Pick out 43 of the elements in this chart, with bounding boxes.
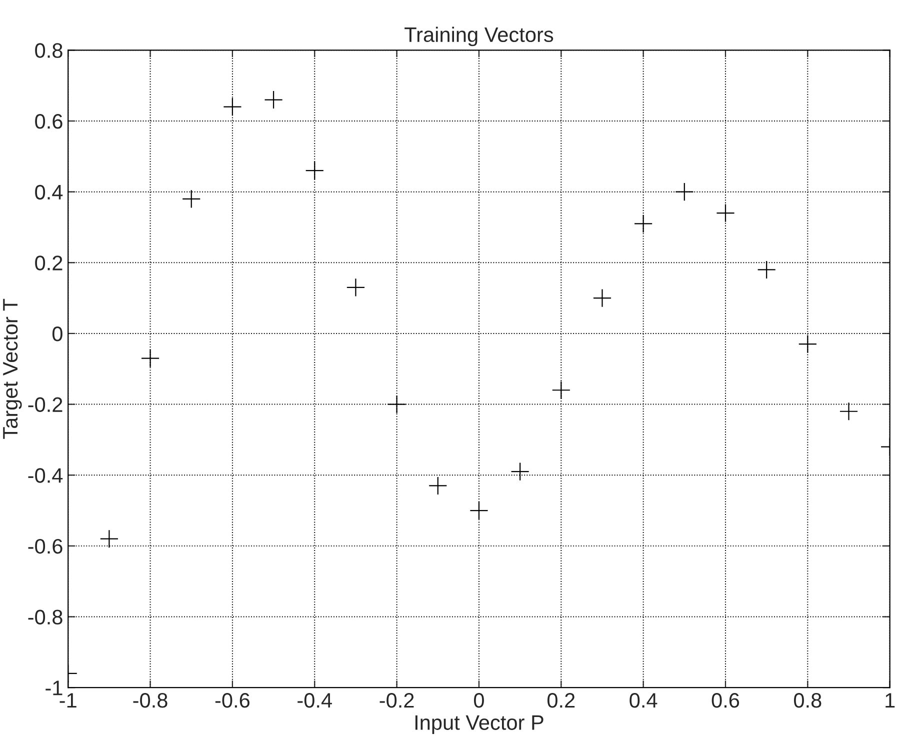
y-tick-label: 0.8: [35, 43, 62, 58]
point: [100, 530, 119, 548]
y-tick-label: 0.6: [35, 114, 62, 129]
point: [716, 204, 735, 222]
x-tick-label: -0.4: [298, 692, 332, 708]
x-axis-title: Input Vector P: [415, 715, 544, 734]
point: [634, 214, 653, 234]
point: [675, 182, 694, 202]
point: [182, 190, 201, 208]
point: [470, 501, 488, 520]
x-tick-label: 0.6: [712, 692, 740, 708]
y-tick-label: -0.8: [28, 610, 62, 625]
x-tick-label: 0.4: [630, 692, 658, 708]
x-tick-label: 1: [886, 693, 895, 708]
y-tick-label: -0.2: [28, 397, 62, 412]
x-tick-label: -0.2: [380, 692, 414, 708]
x-tick-label: -0.8: [133, 692, 168, 708]
point: [346, 278, 366, 297]
point: [140, 348, 160, 368]
y-tick-label: -1: [46, 680, 62, 696]
y-axis-title: Target Vector T: [3, 298, 22, 439]
x-tick-label: -1: [60, 693, 76, 708]
chart-title: Training Vectors: [404, 26, 554, 46]
point: [552, 380, 570, 400]
y-tick-label: -0.6: [28, 538, 62, 554]
y-tick-label: 0.4: [35, 184, 63, 200]
y-tick-label: -0.4: [28, 468, 63, 483]
point: [510, 462, 530, 481]
point: [592, 288, 612, 308]
y-tick-label: 0: [52, 326, 62, 342]
point: [839, 402, 858, 421]
point: [223, 98, 242, 116]
point: [264, 90, 283, 110]
x-tick-label: 0.2: [547, 692, 575, 708]
x-tick-label: -0.6: [215, 692, 250, 708]
point: [305, 161, 324, 180]
point: [428, 476, 448, 496]
point: [757, 260, 776, 280]
x-tick-label: 0: [474, 692, 484, 708]
y-tick-label: 0.2: [35, 256, 62, 270]
point: [387, 394, 406, 414]
point: [798, 334, 818, 354]
x-tick-label: 0.8: [794, 692, 822, 708]
